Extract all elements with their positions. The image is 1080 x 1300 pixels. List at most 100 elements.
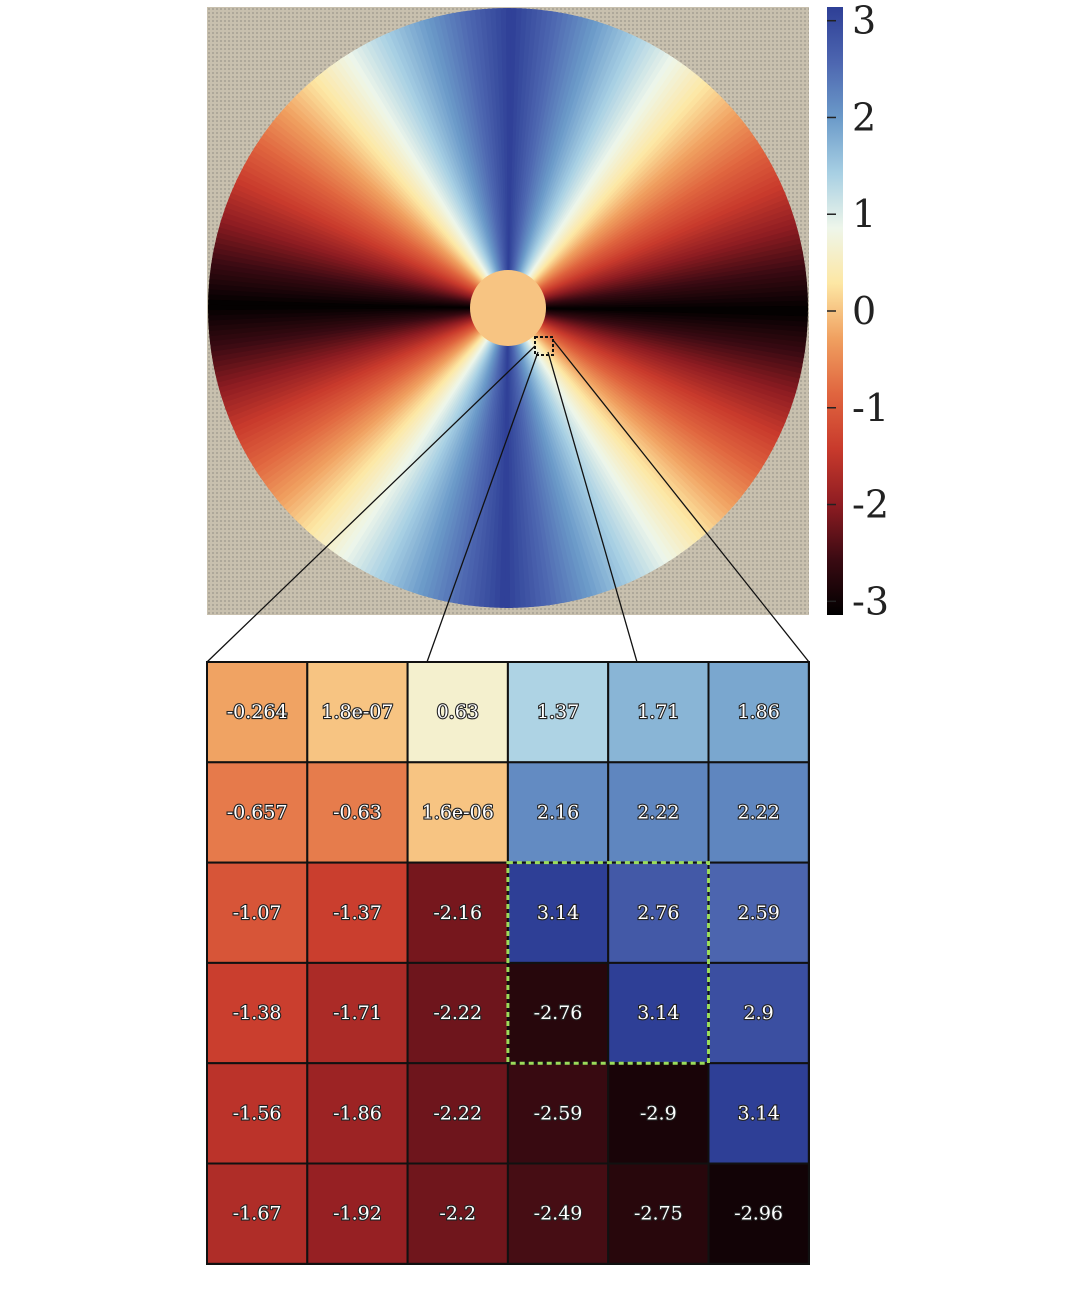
heatmap-cell-label: -1.71 (333, 1002, 382, 1024)
zoom-grid-frame (206, 661, 810, 1265)
heatmap-cell (406, 861, 509, 964)
heatmap-cell-label: -1.92 (333, 1203, 382, 1225)
phase-wedge (308, 308, 508, 564)
phase-wedge (217, 164, 508, 308)
zoom-line (206, 345, 536, 663)
heatmap-cell (206, 761, 309, 864)
phase-wedge (211, 179, 509, 308)
zoom-line (547, 351, 638, 663)
phase-wedge (208, 293, 508, 308)
heatmap-cell-label: -2.59 (534, 1102, 583, 1124)
phase-wedge (287, 308, 508, 546)
phase-wedge (215, 169, 508, 308)
phase-wedge (508, 8, 626, 308)
phase-wedge (438, 308, 508, 608)
phase-wedge (275, 308, 508, 535)
phase-wedge (508, 11, 637, 308)
phase-wedge (208, 243, 508, 308)
phase-wedge (354, 308, 508, 594)
colorbar-tick-label: 2 (852, 95, 876, 139)
phase-wedge (508, 308, 808, 367)
phase-wedge (400, 308, 508, 608)
heatmap-cell-label: -2.2 (439, 1203, 476, 1225)
phase-wedge (233, 135, 508, 308)
phase-wedge (508, 308, 808, 389)
heatmap-cell (306, 661, 409, 764)
phase-wedge (508, 8, 556, 308)
phase-wedge (317, 308, 508, 571)
heatmap-cell-label: 1.37 (537, 701, 579, 723)
phase-wedge (508, 52, 708, 308)
colorbar-tick-label: -1 (852, 386, 889, 430)
heatmap-cell-label: 1.71 (637, 701, 679, 723)
phase-wedge (508, 308, 791, 467)
phase-wedge (208, 276, 508, 308)
phase-wedge (264, 308, 508, 523)
phase-wedge (273, 83, 508, 308)
phase-wedge (482, 308, 508, 608)
heatmap-cell-label: 2.59 (737, 902, 779, 924)
phase-wedge (236, 130, 508, 308)
zoom-line (426, 351, 539, 663)
phase-wedge (508, 93, 752, 308)
phase-wedge (508, 20, 657, 309)
phase-wedge (508, 308, 808, 362)
phase-wedge (508, 308, 808, 356)
phase-wedge (208, 227, 508, 308)
heatmap-cell-label: 1.8e-07 (321, 701, 393, 723)
phase-wedge (508, 308, 808, 416)
phase-wedge (508, 308, 777, 490)
heatmap-cell (306, 1162, 409, 1265)
heatmap-cell-label: -0.63 (333, 801, 382, 823)
phase-wedge (508, 17, 652, 309)
heatmap-cell-label: 3.14 (737, 1102, 779, 1124)
phase-wedge (213, 174, 508, 308)
phase-wedge (508, 28, 671, 308)
heatmap-cell (406, 661, 509, 764)
phase-wedge (411, 308, 508, 608)
phase-wedge (208, 200, 508, 308)
phase-wedge (421, 308, 508, 608)
phase-wedge (508, 308, 780, 486)
phase-wedge (471, 308, 508, 608)
heatmap-cell-label: -2.16 (433, 902, 482, 924)
phase-wedge (508, 308, 808, 426)
phase-wedge (208, 216, 508, 308)
heatmap-cell-label: 2.9 (744, 1002, 774, 1024)
phase-wedge (208, 249, 508, 308)
phase-wedge (208, 260, 508, 308)
phase-wedge (508, 70, 729, 308)
phase-wedge (209, 185, 508, 308)
phase-wedge (508, 308, 808, 317)
phase-wedge (460, 308, 508, 608)
phase-wedge (279, 308, 508, 539)
phase-wedge (405, 308, 508, 608)
phase-wedge (242, 121, 508, 309)
phase-wedge (427, 308, 508, 608)
phase-wedge (508, 8, 540, 308)
phase-wedge (508, 77, 737, 308)
phase-wedge (508, 308, 807, 431)
phase-wedge (222, 154, 508, 308)
phase-wedge (508, 308, 714, 559)
phase-wedge (312, 308, 508, 567)
phase-wedge (508, 8, 611, 308)
phase-wedge (508, 308, 803, 442)
colorbar-tick-label: -3 (852, 579, 889, 623)
phase-wedge (291, 308, 508, 550)
phase-wedge (508, 308, 761, 512)
phase-wedge (508, 308, 808, 411)
heatmap-cell (607, 861, 710, 964)
phase-wedge (508, 49, 704, 308)
phase-wedge (293, 64, 508, 308)
phase-wedge (508, 308, 757, 517)
phase-wedge (508, 89, 749, 308)
phase-wedge (508, 8, 545, 308)
heatmap-cell (506, 861, 610, 964)
heatmap-cell (306, 961, 409, 1065)
phase-wedge (230, 140, 508, 308)
phase-wedge (508, 8, 595, 308)
phase-wedge (267, 308, 508, 527)
phase-wedge (208, 195, 508, 308)
